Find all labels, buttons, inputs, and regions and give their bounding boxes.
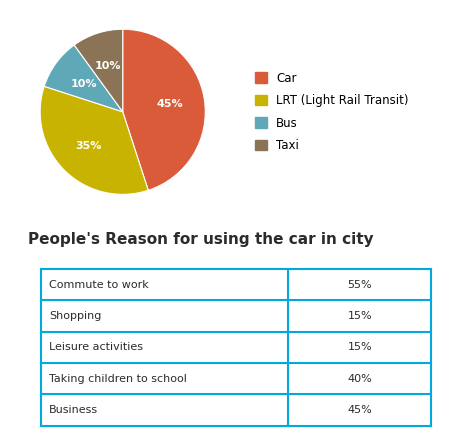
Text: Business: Business	[49, 405, 98, 415]
Text: Leisure activities: Leisure activities	[49, 342, 143, 353]
Text: Taking children to school: Taking children to school	[49, 374, 187, 384]
Text: 35%: 35%	[76, 141, 102, 150]
Legend: Car, LRT (Light Rail Transit), Bus, Taxi: Car, LRT (Light Rail Transit), Bus, Taxi	[252, 68, 412, 156]
Wedge shape	[123, 29, 205, 190]
Wedge shape	[44, 45, 123, 112]
Text: 40%: 40%	[347, 374, 372, 384]
Text: 45%: 45%	[347, 405, 372, 415]
Text: 10%: 10%	[71, 79, 97, 89]
Text: 15%: 15%	[347, 342, 372, 353]
Text: People's Reason for using the car in city: People's Reason for using the car in cit…	[27, 232, 373, 247]
Text: 10%: 10%	[95, 61, 121, 71]
Wedge shape	[40, 86, 148, 194]
Text: 15%: 15%	[347, 311, 372, 321]
Text: 45%: 45%	[157, 99, 183, 109]
Text: Commute to work: Commute to work	[49, 280, 149, 290]
Wedge shape	[74, 29, 123, 112]
Text: 55%: 55%	[347, 280, 372, 290]
Text: Shopping: Shopping	[49, 311, 101, 321]
